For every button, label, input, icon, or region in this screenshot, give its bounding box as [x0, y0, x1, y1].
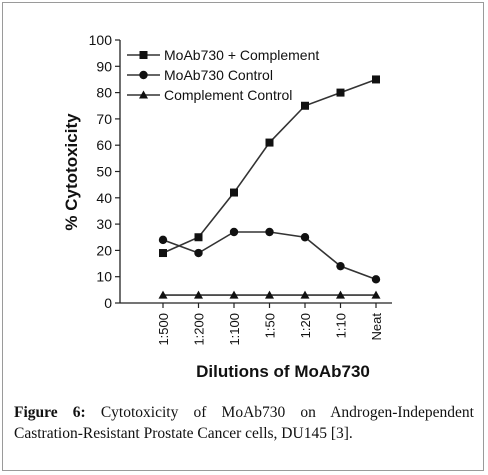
- legend-label: Complement Control: [164, 87, 292, 103]
- data-point: [194, 290, 203, 299]
- data-point: [265, 227, 274, 237]
- legend-label: MoAb730 Control: [164, 67, 273, 83]
- x-tick-label: 1:500: [156, 313, 171, 346]
- legend-item: MoAb730 Control: [127, 67, 273, 83]
- y-axis-label: % Cytotoxicity: [62, 113, 81, 231]
- x-tick-label: 1:200: [192, 313, 207, 346]
- data-point: [230, 188, 238, 197]
- data-point: [159, 249, 167, 258]
- data-point: [372, 75, 380, 84]
- data-point: [229, 227, 239, 237]
- legend-marker: [139, 70, 148, 80]
- x-tick-label: 1:100: [227, 313, 242, 346]
- data-point: [300, 290, 310, 299]
- legend-marker: [139, 51, 148, 59]
- x-tick-label: 1:10: [334, 313, 349, 338]
- y-tick-label: 10: [96, 269, 112, 285]
- y-tick-label: 90: [96, 58, 112, 74]
- data-point: [158, 235, 168, 245]
- y-tick-label: 0: [104, 295, 112, 311]
- data-point: [301, 101, 309, 110]
- x-tick-label: 1:20: [298, 313, 313, 338]
- data-point: [194, 233, 203, 242]
- data-point: [158, 290, 168, 299]
- y-tick-label: 30: [96, 216, 112, 232]
- y-tick-label: 100: [89, 32, 113, 48]
- x-tick-label: Neat: [369, 313, 384, 341]
- figure-caption: Figure 6: Cytotoxicity of MoAb730 on And…: [14, 402, 474, 444]
- figure-caption-text: Cytotoxicity of MoAb730 on Androgen-Inde…: [14, 404, 474, 442]
- data-point: [336, 261, 345, 271]
- legend-item: MoAb730 + Complement: [127, 47, 319, 63]
- chart-legend: MoAb730 + Complement MoAb730 Control Compl…: [127, 47, 319, 103]
- data-point: [371, 290, 381, 299]
- y-tick-label: 60: [96, 137, 112, 153]
- data-point: [265, 138, 274, 147]
- data-point: [300, 233, 310, 242]
- series-3: [158, 290, 381, 299]
- y-tick-label: 40: [96, 190, 112, 206]
- series-1: [159, 75, 380, 258]
- data-point: [336, 290, 345, 299]
- figure-frame: [2, 2, 484, 471]
- data-point: [336, 88, 345, 97]
- chart-axes: 0 10 20 30 40 50 60 70 80 90 100 1:500 1:200 1:100 1:5…: [89, 32, 392, 346]
- chart-series: [158, 75, 381, 299]
- data-point: [265, 290, 274, 299]
- data-point: [194, 248, 203, 258]
- y-tick-label: 70: [96, 111, 112, 127]
- y-tick-label: 20: [96, 242, 112, 258]
- x-axis-label: Dilutions of MoAb730: [196, 362, 370, 381]
- data-point: [229, 290, 239, 299]
- legend-label: MoAb730 + Complement: [164, 47, 319, 63]
- series-2: [158, 227, 381, 284]
- legend-item: Complement Control: [127, 87, 292, 103]
- y-tick-label: 50: [96, 164, 112, 180]
- legend-marker: [139, 90, 148, 99]
- x-tick-label: 1:50: [263, 313, 278, 338]
- y-tick-label: 80: [96, 85, 112, 101]
- line-chart: 0 10 20 30 40 50 60 70 80 90 100 1:500 1:200 1:100 1:5…: [62, 32, 392, 381]
- series-line: [162, 78, 377, 254]
- figure-caption-label: Figure 6:: [14, 404, 86, 421]
- data-point: [371, 275, 381, 284]
